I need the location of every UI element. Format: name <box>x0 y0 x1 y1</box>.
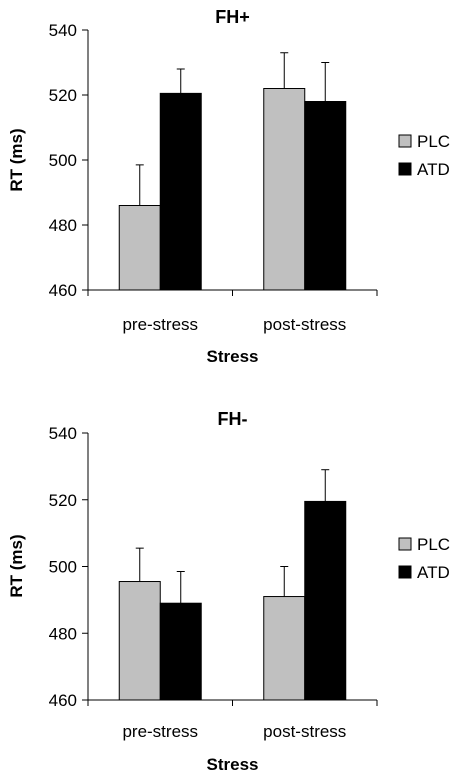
panel-2-bar-atd-pre-stress <box>159 602 202 701</box>
panel-2-bar-atd-post-stress <box>304 500 347 701</box>
panel-2-legend-label-atd: ATD <box>417 563 450 582</box>
panel-1-bar-atd-post-stress <box>304 101 347 291</box>
panel-2-y-tick-label: 520 <box>49 491 77 510</box>
panel-1-y-tick-label: 500 <box>49 151 77 170</box>
panel-1-legend-label-atd: ATD <box>417 160 450 179</box>
panel-1-x-tick-label: post-stress <box>263 315 346 334</box>
panel-2-y-tick-label: 480 <box>49 624 77 643</box>
panel-2-bar-plc-pre-stress <box>118 581 161 701</box>
panel-2-y-tick-label: 540 <box>49 424 77 443</box>
panel-1-bar-plc-post-stress <box>263 88 306 291</box>
panel-1-x-tick-label: pre-stress <box>122 315 198 334</box>
panel-2-legend-label-plc: PLC <box>417 535 450 554</box>
panel-2-legend-swatch-plc <box>398 537 412 551</box>
panel-2-x-tick-label: post-stress <box>263 722 346 741</box>
panel-1-legend-swatch-atd <box>398 162 412 176</box>
panel-1-title: FH+ <box>215 7 250 27</box>
panel-2-y-tick-label: 460 <box>49 691 77 710</box>
panel-1-y-tick-label: 520 <box>49 86 77 105</box>
panel-2-y-tick-label: 500 <box>49 558 77 577</box>
panel-2-x-tick-label: pre-stress <box>122 722 198 741</box>
panel-2-legend-swatch-atd <box>398 565 412 579</box>
panel-2-y-axis-label: RT (ms) <box>7 534 26 597</box>
panel-2-title: FH- <box>218 409 248 429</box>
panel-1-y-tick-label: 540 <box>49 21 77 40</box>
panel-1-legend-swatch-plc <box>398 134 412 148</box>
panel-1-y-tick-label: 460 <box>49 281 77 300</box>
panel-2-bar-plc-post-stress <box>263 596 306 701</box>
panel-1-legend-label-plc: PLC <box>417 132 450 151</box>
panel-1-bar-atd-pre-stress <box>159 92 202 291</box>
panel-1-y-axis-label: RT (ms) <box>7 128 26 191</box>
panel-1-x-axis-label: Stress <box>207 347 259 366</box>
panel-1-y-tick-label: 480 <box>49 216 77 235</box>
panel-1-bar-plc-pre-stress <box>118 205 161 291</box>
panel-2-x-axis-label: Stress <box>207 755 259 774</box>
